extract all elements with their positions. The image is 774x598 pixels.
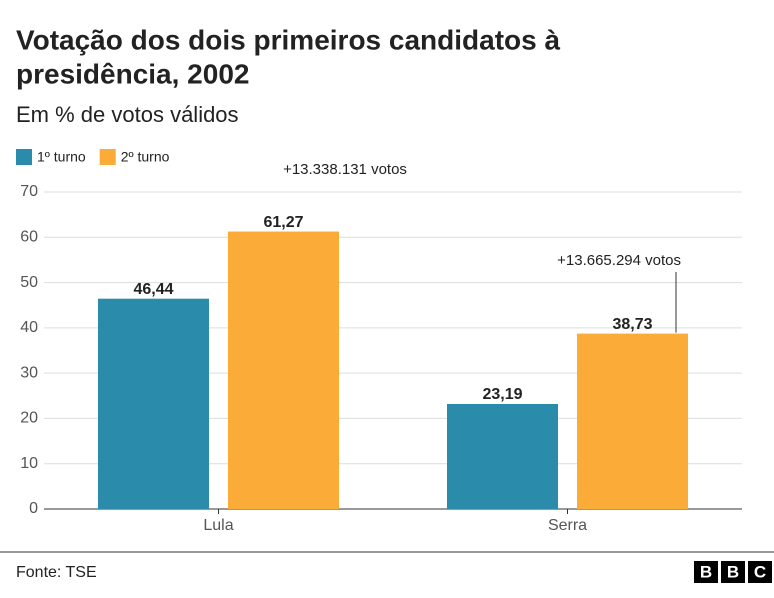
y-tick-label: 30 xyxy=(20,364,38,381)
value-label: 46,44 xyxy=(133,281,173,298)
logo-block xyxy=(694,561,718,583)
logo-letter: C xyxy=(754,562,766,581)
x-tick-label: Serra xyxy=(548,517,587,534)
y-tick-label: 10 xyxy=(20,455,38,472)
logo-block xyxy=(748,561,772,583)
chart-subtitle: Em % de votos válidos xyxy=(16,102,239,127)
logo-letter: B xyxy=(700,562,712,581)
chart-title: Votação dos dois primeiros candidatos à xyxy=(16,24,560,55)
y-tick-label: 40 xyxy=(20,319,38,336)
bar xyxy=(228,231,339,509)
bar xyxy=(98,298,209,509)
annotation: +13.665.294 votos xyxy=(557,252,681,269)
source: Fonte: TSE xyxy=(16,564,97,581)
legend-swatch xyxy=(16,149,32,165)
y-tick-label: 0 xyxy=(29,500,38,517)
y-tick-label: 60 xyxy=(20,229,38,246)
y-tick-label: 20 xyxy=(20,410,38,427)
logo-block xyxy=(721,561,745,583)
logo-letter: B xyxy=(727,562,739,581)
y-tick-label: 70 xyxy=(20,183,38,200)
chart-title: presidência, 2002 xyxy=(16,58,249,89)
y-tick-label: 50 xyxy=(20,274,38,291)
bar xyxy=(577,333,688,509)
legend-label: 2º turno xyxy=(121,149,170,165)
x-tick-label: Lula xyxy=(203,517,233,534)
value-label: 61,27 xyxy=(263,214,303,231)
value-label: 38,73 xyxy=(612,316,652,333)
annotation: +13.338.131 votos xyxy=(283,161,407,178)
legend-label: 1º turno xyxy=(37,149,86,165)
bar xyxy=(447,403,558,509)
legend-swatch xyxy=(99,149,116,165)
value-label: 23,19 xyxy=(482,386,522,403)
